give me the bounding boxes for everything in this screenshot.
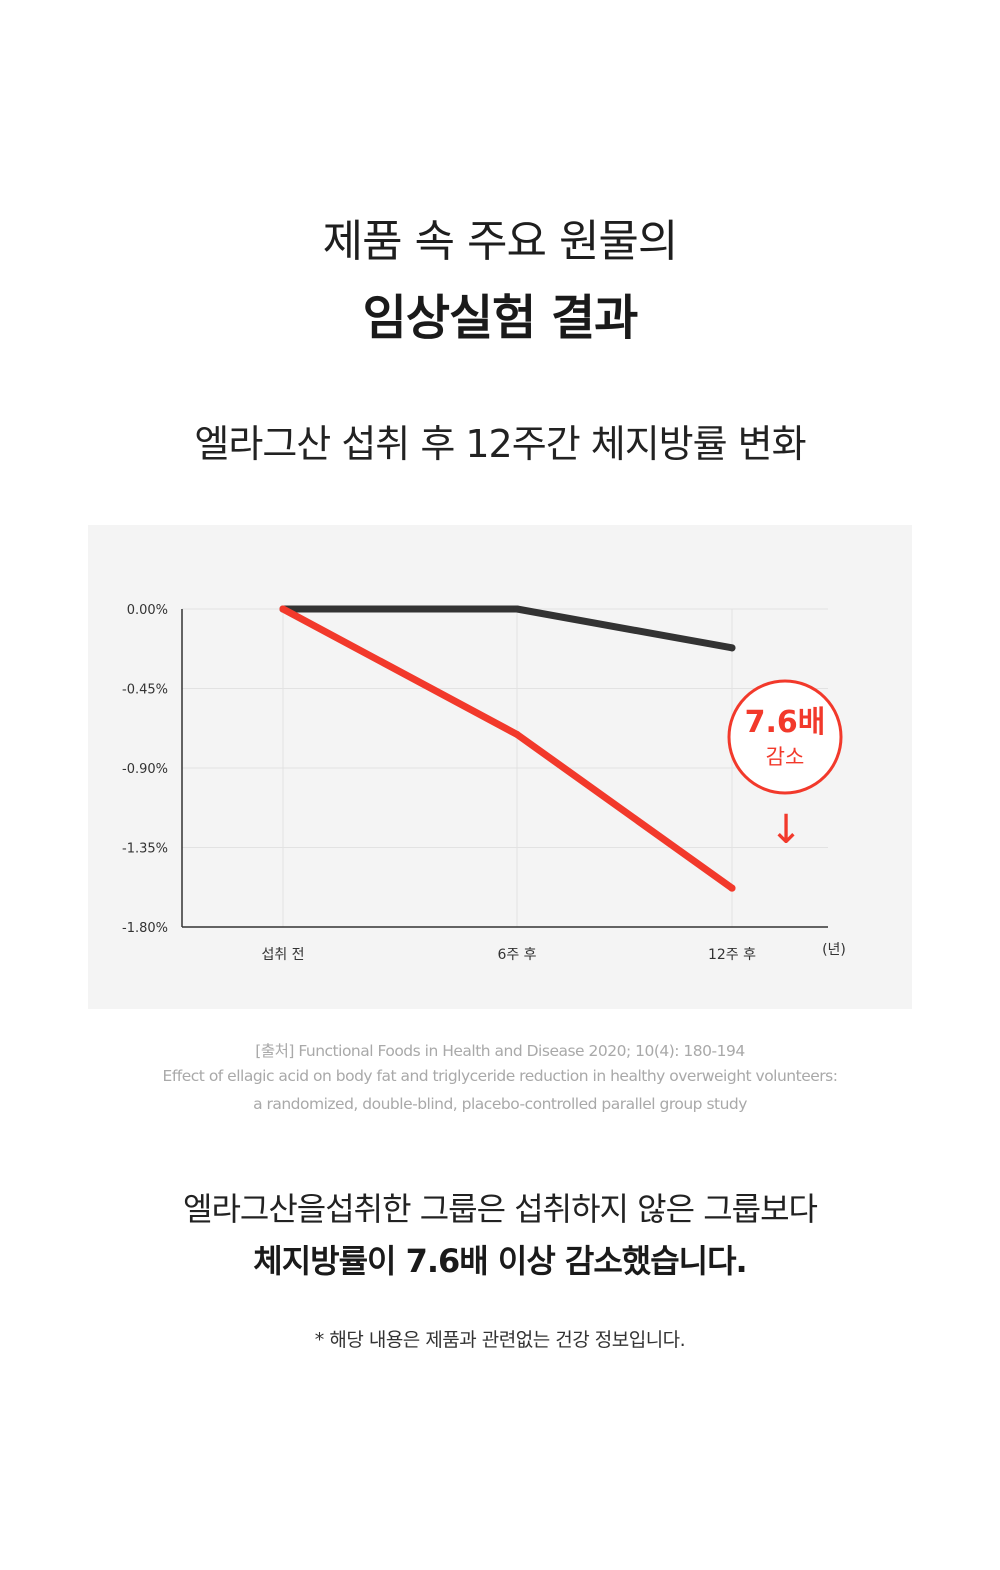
series-2-point: [279, 605, 287, 613]
summary-line-2: 체지방률이 7.6배 이상 감소했습니다.: [253, 1242, 747, 1280]
series-1-point: [513, 605, 521, 613]
series-line-2: [279, 605, 736, 892]
x-tick-label: 6주 후: [497, 947, 536, 963]
y-tick-label: -1.35%: [122, 842, 168, 857]
chart-panel: 0.00% -0.45% -0.90% -1.35% -1.80% 섭취 전 6주 후 12주…: [88, 525, 912, 1009]
source-study-title: Effect of ellagic acid on body fat and t…: [162, 1067, 838, 1085]
headline-line-2: 임상실험 결과: [362, 290, 639, 346]
series-2-point: [728, 884, 736, 892]
series-2-point: [513, 730, 521, 738]
reduction-value: 7.6배: [745, 705, 826, 740]
x-tick-label: 섭취 전: [261, 947, 304, 963]
source-study-subtitle: a randomized, double-blind, placebo-cont…: [253, 1095, 747, 1113]
chart-heading: 엘라그산 섭취 후 12주간 체지방률 변화: [194, 422, 806, 466]
reduction-badge: [727, 679, 843, 795]
source-citation: [출처] Functional Foods in Health and Dise…: [255, 1042, 745, 1060]
reduction-label: 감소: [766, 745, 805, 769]
disclaimer: * 해당 내용은 제품과 관련없는 건강 정보입니다.: [314, 1329, 686, 1351]
y-tick-label: -1.80%: [122, 921, 168, 936]
x-unit-label: (년): [822, 942, 846, 958]
x-tick-label: 12주 후: [708, 947, 756, 963]
summary-line-1: 엘라그산을섭취한 그룹은 섭취하지 않은 그룹보다: [183, 1190, 818, 1228]
down-arrow-icon: ↓: [769, 807, 803, 853]
body-fat-line-chart: 0.00% -0.45% -0.90% -1.35% -1.80% 섭취 전 6주 후 12주…: [122, 603, 846, 963]
y-tick-label: 0.00%: [127, 603, 168, 618]
y-tick-label: -0.45%: [122, 683, 168, 698]
headline-line-1: 제품 속 주요 원물의: [322, 216, 679, 267]
y-tick-label: -0.90%: [122, 762, 168, 777]
series-1-point: [728, 644, 736, 652]
